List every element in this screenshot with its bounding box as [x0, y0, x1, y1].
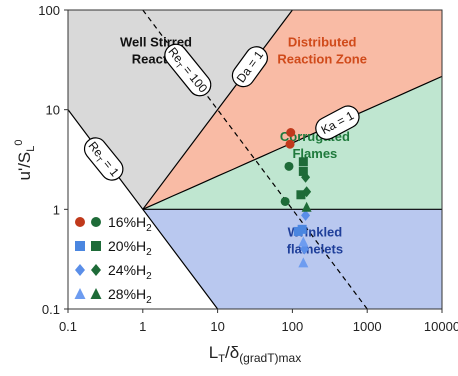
plot-area-border [67, 9, 443, 310]
data-point-circle [284, 161, 294, 171]
data-point-circle [286, 128, 296, 138]
boundary-label-tag: ReT = 1 [83, 137, 124, 181]
data-point-square [298, 166, 308, 176]
region-wrinkled-flamelets [142, 209, 442, 309]
regime-regions [68, 10, 442, 309]
legend-label: 24%H2 [108, 262, 152, 282]
data-point-diamond [301, 171, 311, 183]
legend-marker [90, 288, 102, 299]
x-tick-label: 100 [282, 319, 304, 334]
x-tick-label: 10000 [424, 319, 458, 334]
x-tick-label: 0.1 [59, 319, 77, 334]
legend-marker [91, 217, 101, 227]
data-point-triangle [298, 236, 309, 247]
legend: 16%H2 20%H2 24%H2 28%H2 [74, 214, 152, 306]
legend-marker [91, 241, 101, 251]
data-point-triangle [301, 201, 312, 212]
x-tick-label: 10 [210, 319, 224, 334]
y-tick-label: 0.1 [42, 302, 60, 317]
data-point-triangle [298, 257, 309, 268]
da-1-line [142, 10, 293, 210]
region-corrugated-flames [142, 76, 442, 210]
legend-marker [75, 217, 85, 227]
region-distributed-reaction-zone [142, 10, 442, 210]
data-point-diamond [302, 186, 312, 198]
legend-marker [91, 264, 101, 276]
x-tick-label: 1000 [353, 319, 382, 334]
x-tick-label: 1 [139, 319, 146, 334]
region-well-stirred-reactor [68, 10, 293, 210]
y-axis-label: u'/SL0 [13, 139, 37, 180]
region-label: Distributed Reaction Zone [277, 35, 367, 67]
data-point-square [297, 224, 307, 234]
data-point-diamond [301, 209, 311, 221]
data-point-square [298, 157, 308, 167]
y-tick-label: 1 [53, 202, 60, 217]
data-point-square [296, 190, 306, 200]
data-points [280, 128, 312, 268]
y-tick-label: 100 [38, 3, 60, 18]
data-point-circle [280, 196, 290, 206]
legend-label: 28%H2 [108, 286, 152, 306]
data-point-circle [285, 139, 295, 149]
y-tick-label: 10 [46, 103, 60, 118]
legend-marker [75, 264, 85, 276]
axis-ticks: 0.1 1 10 100 1000 10000 0.1 1 10 100 [38, 3, 458, 334]
x-axis-label: LT/δ(gradT)max [209, 343, 301, 365]
legend-label: 16%H2 [108, 214, 152, 234]
legend-marker [75, 241, 85, 251]
legend-label: 20%H2 [108, 238, 152, 258]
plot-frame [67, 9, 443, 310]
boundary-label-tag: ReT = 100 [164, 43, 212, 97]
legend-marker [74, 288, 86, 299]
